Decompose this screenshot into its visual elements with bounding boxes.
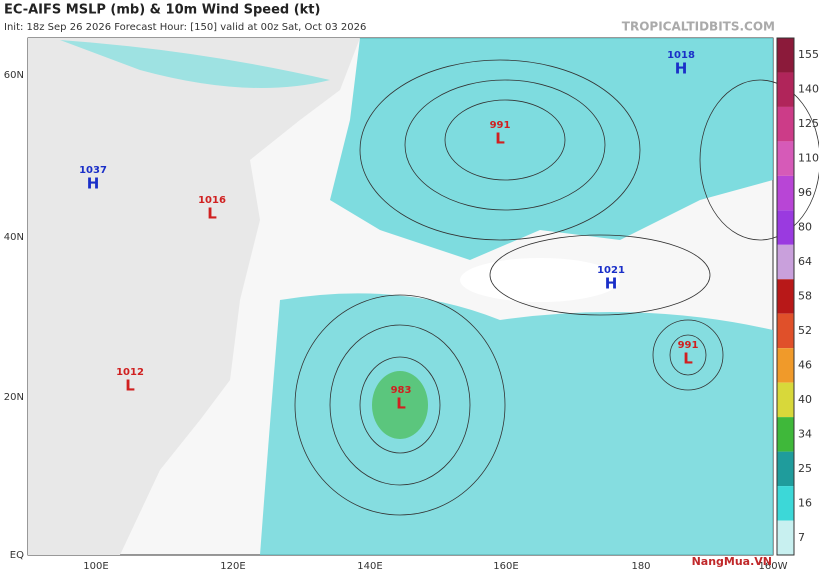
lat-label: 40N [4,232,24,243]
lon-label: 160W [759,561,788,572]
lon-label: 140E [357,561,382,572]
colorbar-label: 40 [798,393,812,406]
pressure-value: 1016 [198,195,226,206]
pressure-center: L [396,395,406,413]
pressure-value: 1012 [116,367,144,378]
colorbar-swatch [777,38,794,73]
lat-label: 60N [4,70,24,81]
pressure-center: L [207,205,217,223]
title: EC-AIFS MSLP (mb) & 10m Wind Speed (kt) [4,3,320,18]
land [28,38,360,555]
colorbar-label: 34 [798,427,812,440]
pressure-value: 983 [391,385,412,396]
pressure-center: H [87,175,100,193]
colorbar-label: 16 [798,496,812,509]
calm-area [460,258,620,302]
pressure-value: 991 [678,340,699,351]
pressure-center: H [605,275,618,293]
pressure-center: H [675,60,688,78]
subtitle: Init: 18z Sep 26 2026 Forecast Hour: [15… [4,22,366,33]
colorbar-swatch [777,348,794,383]
colorbar-swatch [777,106,794,142]
colorbar-label: 110 [798,152,819,165]
map-area [27,37,819,556]
colorbar-swatch [777,210,794,245]
pressure-center: L [683,350,693,368]
lat-label: EQ [10,550,24,561]
colorbar-swatch [777,313,794,349]
pressure-center: L [495,130,505,148]
colorbar-swatch [777,486,794,521]
colorbar-swatch [777,244,794,280]
colorbar-swatch [777,175,794,211]
pressure-center: L [125,377,135,395]
colorbar-swatch [777,279,794,314]
colorbar-swatch [777,382,794,418]
wind-shading [60,40,330,88]
colorbar-label: 140 [798,83,819,96]
colorbar-label: 25 [798,462,812,475]
colorbar-label: 155 [798,48,819,61]
pressure-value: 1021 [597,265,625,276]
lon-label: 100E [83,561,108,572]
colorbar-label: 58 [798,290,812,303]
watermark: NangMua.VN [692,555,772,568]
colorbar-label: 52 [798,324,812,337]
isobars [294,59,819,516]
colorbar-label: 96 [798,186,812,199]
colorbar-label: 7 [798,531,805,544]
colorbar-label: 46 [798,358,812,371]
lon-label: 160E [493,561,518,572]
colorbar-label: 64 [798,255,812,268]
colorbar-label: 80 [798,221,812,234]
colorbar-swatch [777,451,794,487]
lon-label: 180 [631,561,650,572]
colorbar-swatch [777,417,794,452]
lon-label: 120E [220,561,245,572]
wind-shading [330,38,773,260]
colorbar-label: 125 [798,117,819,130]
pressure-value: 1018 [667,50,695,61]
wind-core [372,371,428,439]
lat-label: 20N [4,392,24,403]
colorbar-frame [776,37,795,556]
colorbar-swatch [777,520,794,555]
pressure-value: 991 [490,120,511,131]
wind-shading [260,293,773,555]
colorbar-swatch [777,72,794,107]
source: TROPICALTIDBITS.COM [622,20,775,34]
colorbar-swatch [777,141,794,176]
pressure-value: 1037 [79,165,107,176]
